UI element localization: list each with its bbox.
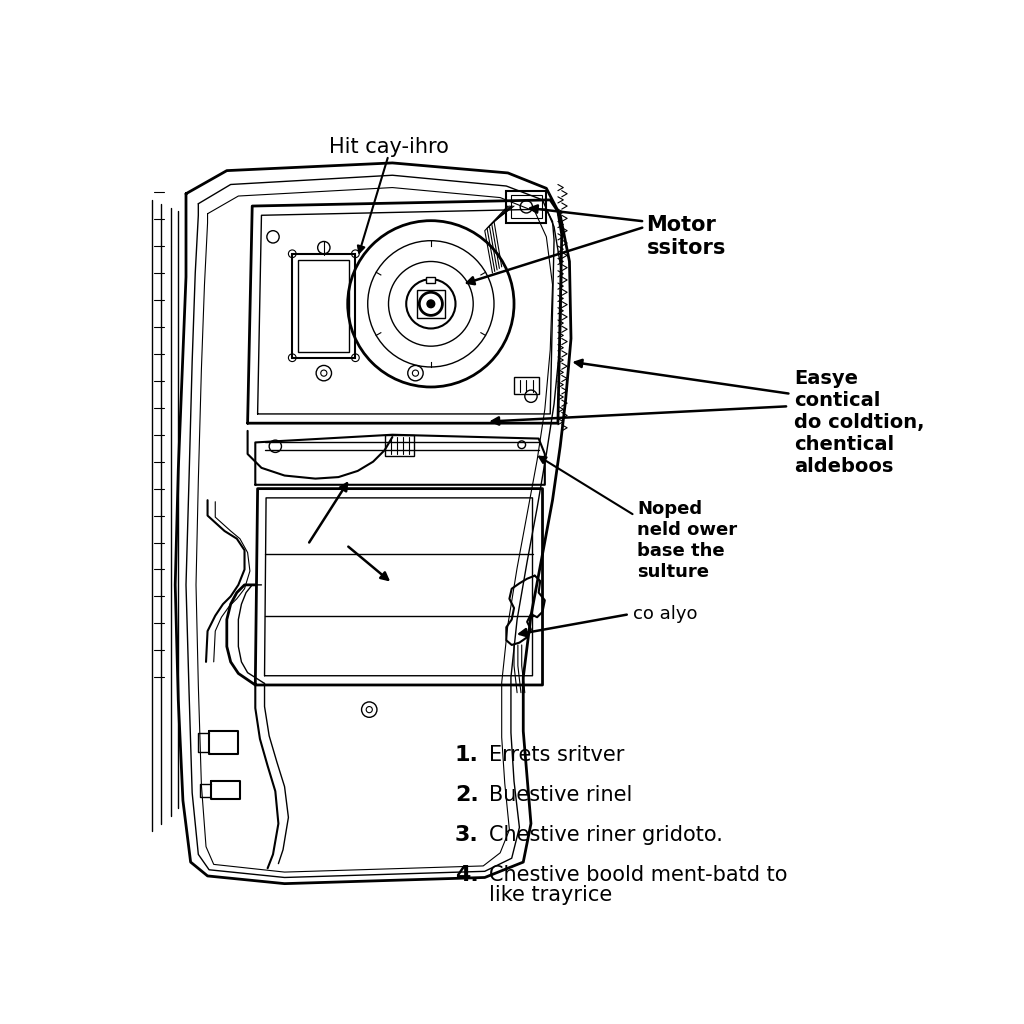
Text: like trayrice: like trayrice bbox=[488, 885, 612, 905]
Bar bbox=[385, 435, 414, 457]
Bar bbox=[298, 260, 349, 351]
Text: 4.: 4. bbox=[455, 865, 478, 885]
Bar bbox=[417, 290, 444, 317]
Text: Easye
contical
do coldtion,
chentical
aldeboos: Easye contical do coldtion, chentical al… bbox=[795, 370, 925, 476]
Text: Noped
neld ower
base the
sulture: Noped neld ower base the sulture bbox=[637, 500, 737, 581]
Text: Buestive rinel: Buestive rinel bbox=[488, 785, 632, 805]
Circle shape bbox=[518, 441, 525, 449]
Text: Chestive boold ment-batd to: Chestive boold ment-batd to bbox=[488, 865, 787, 885]
Bar bbox=[514, 377, 539, 394]
Text: Motor
ssitors: Motor ssitors bbox=[646, 215, 726, 258]
Text: Hit cay-ihro: Hit cay-ihro bbox=[329, 137, 449, 157]
Circle shape bbox=[427, 300, 435, 307]
Text: 1.: 1. bbox=[455, 745, 478, 765]
Text: Chestive riner gridoto.: Chestive riner gridoto. bbox=[488, 825, 723, 845]
Text: 3.: 3. bbox=[455, 825, 478, 845]
Bar bbox=[292, 254, 355, 357]
Bar bbox=[511, 196, 542, 218]
Text: co alyo: co alyo bbox=[633, 605, 697, 624]
Text: 2.: 2. bbox=[455, 785, 478, 805]
Bar bbox=[506, 190, 547, 223]
Bar bbox=[426, 276, 435, 283]
Text: Errets sritver: Errets sritver bbox=[488, 745, 624, 765]
